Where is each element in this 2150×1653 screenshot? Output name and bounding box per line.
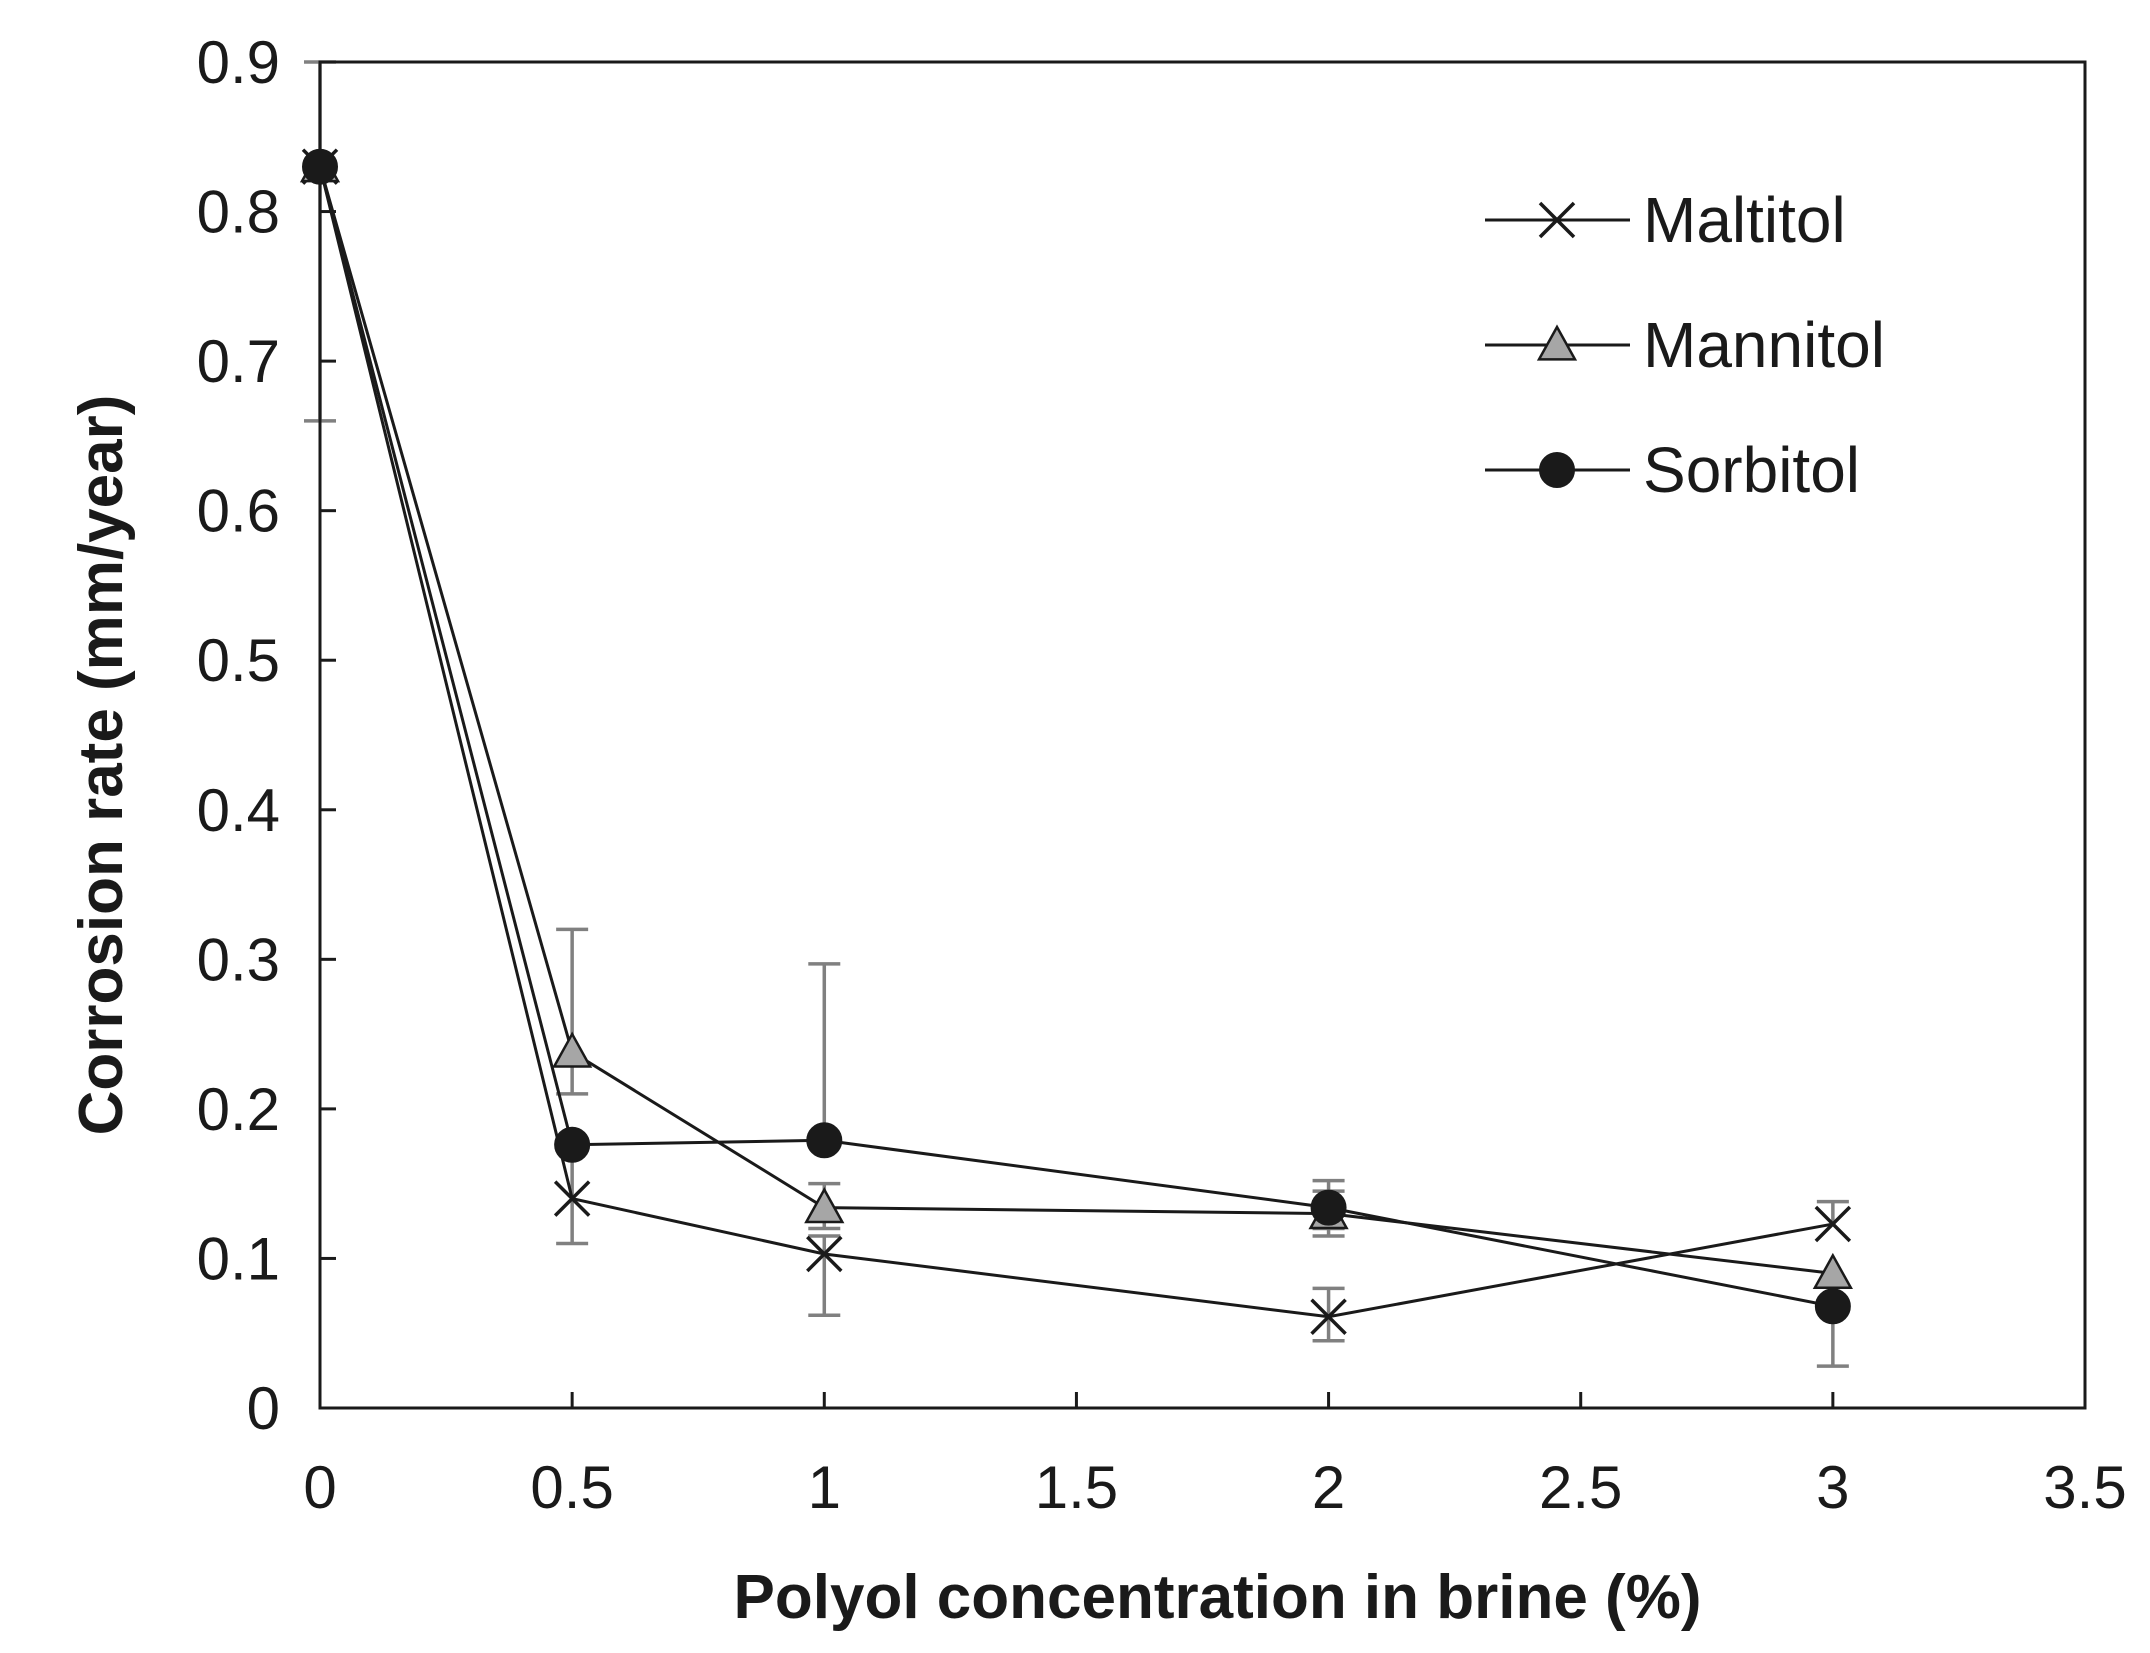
- plot-frame: [318, 60, 2087, 1410]
- legend: Maltitol Mannitol Sorbitol: [1485, 184, 1885, 506]
- legend-label: Sorbitol: [1643, 434, 1860, 506]
- marker-x-stroke: [1814, 1205, 1852, 1243]
- y-tick-label: 0: [247, 1375, 280, 1442]
- maltitol-point: [1310, 1298, 1347, 1336]
- legend-marker: [1539, 452, 1575, 488]
- legend-item-maltitol: Maltitol: [1485, 184, 1846, 256]
- x-tick-label: 1: [808, 1454, 841, 1521]
- x-tick-label: 0.5: [530, 1454, 613, 1521]
- legend-label: Mannitol: [1643, 309, 1885, 381]
- x-tick-label: 0: [303, 1454, 336, 1521]
- marker-x-stroke: [806, 1235, 843, 1273]
- mannitol-line: [318, 166, 1834, 1275]
- x-tick-label: 1.5: [1035, 1454, 1118, 1521]
- axis-tick-labels: 0 0.5 1 1.5 2 2.5 3 3.5 0 0.1 0.2 0.3 0.4 0.5 0.6 0.7 0.…: [197, 29, 2127, 1521]
- y-axis-title: Corrosion rate (mm/year): [67, 395, 136, 1136]
- maltitol-point: [1814, 1205, 1852, 1243]
- x-tick-label: 2: [1312, 1454, 1345, 1521]
- sorbitol-point: [1310, 1189, 1347, 1226]
- y-tick-label: 0.2: [197, 1076, 280, 1143]
- legend-label: Maltitol: [1643, 184, 1846, 256]
- marker-x-stroke: [553, 1180, 591, 1217]
- x-tick-label: 3: [1816, 1454, 1849, 1521]
- sorbitol-point: [1814, 1288, 1851, 1325]
- y-tick-label: 0.7: [197, 328, 280, 395]
- maltitol-error-bar: [1816, 1199, 1849, 1225]
- error-bars: [304, 60, 1849, 1368]
- mannitol-point: [804, 1187, 845, 1224]
- axis-ticks: [318, 60, 2087, 1410]
- y-tick-label: 0.8: [197, 179, 280, 246]
- maltitol-point: [553, 1180, 591, 1217]
- sorbitol-error-bar: [808, 962, 841, 1141]
- mannitol-point: [1812, 1252, 1853, 1290]
- y-tick-label: 0.1: [197, 1225, 280, 1292]
- y-tick-label: 0.4: [197, 777, 280, 844]
- sorbitol-line: [318, 166, 1834, 1308]
- x-axis-title: Polyol concentration in brine (%): [734, 1563, 1702, 1632]
- series-markers: [299, 146, 1853, 1336]
- maltitol-point: [806, 1235, 843, 1273]
- series-lines: [318, 166, 1834, 1319]
- x-tick-label: 2.5: [1539, 1454, 1622, 1521]
- mannitol-point: [552, 1031, 593, 1068]
- marker-x-stroke: [1310, 1298, 1347, 1336]
- y-tick-label: 0.5: [197, 627, 280, 694]
- y-tick-label: 0.6: [197, 478, 280, 545]
- y-tick-label: 0.9: [197, 29, 280, 96]
- y-tick-label: 0.3: [197, 926, 280, 993]
- legend-item-mannitol: Mannitol: [1485, 309, 1885, 381]
- legend-marker: [1538, 201, 1576, 239]
- legend-marker: [1536, 324, 1578, 361]
- maltitol-line: [318, 166, 1834, 1319]
- sorbitol-point: [554, 1126, 591, 1163]
- maltitol-error-bar: [808, 1234, 841, 1318]
- legend-item-sorbitol: Sorbitol: [1485, 434, 1860, 506]
- marker-x-stroke: [1538, 201, 1576, 239]
- sorbitol-point: [806, 1122, 843, 1159]
- x-tick-label: 3.5: [2043, 1454, 2126, 1521]
